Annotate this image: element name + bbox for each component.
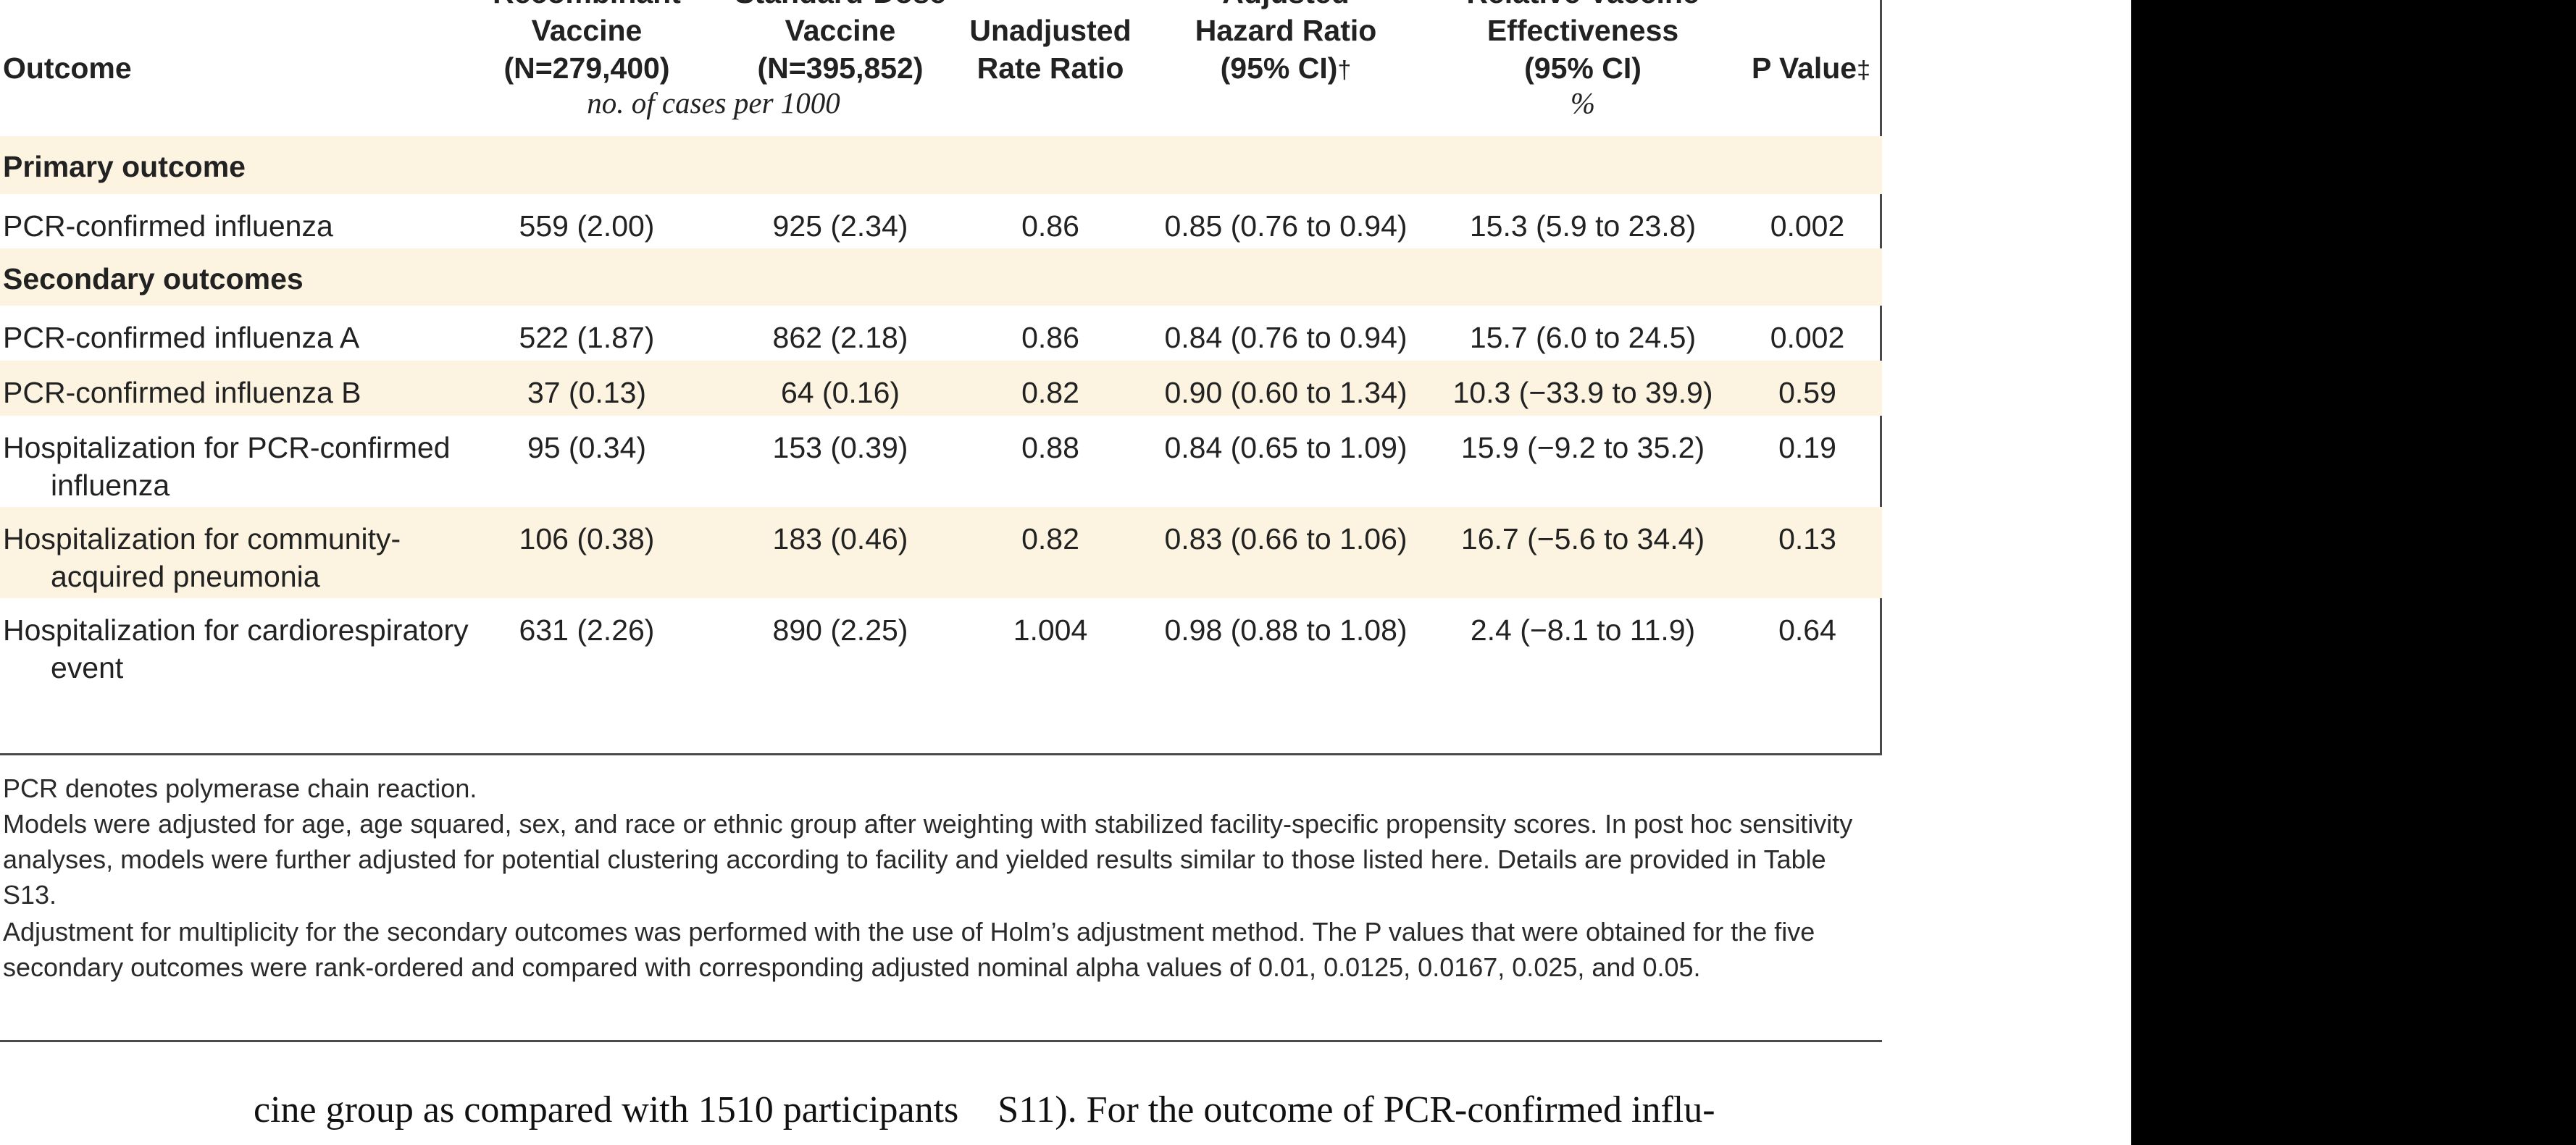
- cell-adjusted-hazard-ratio: 0.90 (0.60 to 1.34): [1164, 376, 1408, 409]
- cell-adjusted-hazard-ratio: 0.83 (0.66 to 1.06): [1164, 522, 1408, 555]
- cell-p-value: 0.59: [1778, 376, 1836, 409]
- cell-unadjusted-rate-ratio: 0.86: [1021, 209, 1079, 243]
- cell-outcome: Hospitalization for community-acquired p…: [3, 522, 401, 593]
- cell-relative-vaccine-effectiveness: 16.7 (−5.6 to 34.4): [1460, 522, 1705, 555]
- header-recombinant-vaccine: Recombinant Vaccine (N=279,400): [493, 0, 681, 85]
- header-adjusted-hazard-ratio: Adjusted Hazard Ratio (95% CI)†: [1195, 0, 1377, 85]
- cell-standard-dose: 64 (0.16): [780, 376, 900, 409]
- cell-adjusted-hazard-ratio: 0.98 (0.88 to 1.08): [1164, 613, 1408, 647]
- cell-adjusted-hazard-ratio: 0.84 (0.65 to 1.09): [1164, 431, 1408, 464]
- unit-cases-per-1000: no. of cases per 1000: [587, 86, 840, 119]
- cell-p-value: 0.64: [1778, 613, 1836, 647]
- cell-relative-vaccine-effectiveness: 15.9 (−9.2 to 35.2): [1460, 431, 1705, 464]
- cell-p-value: 0.13: [1778, 522, 1836, 555]
- cell-standard-dose: 862 (2.18): [772, 321, 908, 354]
- cell-outcome: PCR-confirmed influenza A: [3, 321, 360, 354]
- double-dagger-footnote-mark: ‡: [1857, 56, 1871, 84]
- table-row: PCR-confirmed influenza A 522 (1.87) 862…: [0, 306, 1882, 361]
- cell-unadjusted-rate-ratio: 0.82: [1021, 522, 1079, 555]
- cell-recombinant: 522 (1.87): [519, 321, 655, 354]
- cell-relative-vaccine-effectiveness: 10.3 (−33.9 to 39.9): [1452, 376, 1713, 409]
- table-row: PCR-confirmed influenza 559 (2.00) 925 (…: [0, 194, 1882, 248]
- results-table: Outcome Recombinant Vaccine (N=279,400) …: [0, 0, 1882, 755]
- article-body-text: cine group as compared with 1510 partici…: [254, 1088, 1715, 1133]
- cell-adjusted-hazard-ratio: 0.84 (0.76 to 0.94): [1164, 321, 1408, 354]
- footnote-abbreviation: PCR denotes polymerase chain reaction.: [3, 773, 477, 803]
- body-text-left-column: cine group as compared with 1510 partici…: [254, 1089, 959, 1131]
- cell-p-value: 0.002: [1770, 321, 1845, 354]
- cell-p-value: 0.19: [1778, 431, 1836, 464]
- section-header-primary: Primary outcome: [0, 136, 1882, 194]
- cell-unadjusted-rate-ratio: 0.86: [1021, 321, 1079, 354]
- header-relative-vaccine-effectiveness: Relative Vaccine Effectiveness (95% CI): [1466, 0, 1699, 85]
- section-header-secondary: Secondary outcomes: [0, 248, 1882, 306]
- header-standard-dose-vaccine: Standard-Dose Vaccine (N=395,852): [735, 0, 946, 85]
- footnote-multiplicity: Adjustment for multiplicity for the seco…: [3, 917, 1815, 982]
- table-row: Hospitalization for cardiorespiratory ev…: [0, 598, 1882, 692]
- cell-unadjusted-rate-ratio: 1.004: [1013, 613, 1088, 647]
- section-title: Secondary outcomes: [3, 262, 304, 295]
- cell-relative-vaccine-effectiveness: 15.7 (6.0 to 24.5): [1469, 321, 1697, 354]
- cell-adjusted-hazard-ratio: 0.85 (0.76 to 0.94): [1164, 209, 1408, 243]
- body-text-right-column: S11). For the outcome of PCR-confirmed i…: [998, 1089, 1715, 1131]
- cell-recombinant: 559 (2.00): [519, 209, 655, 243]
- cell-outcome: Hospitalization for PCR-confirmed influe…: [3, 431, 451, 502]
- table-bottom-rule: [0, 1040, 1882, 1042]
- header-unadjusted-rate-ratio: Unadjusted Rate Ratio: [969, 14, 1132, 85]
- table-row: Hospitalization for PCR-confirmed influe…: [0, 416, 1882, 507]
- cell-relative-vaccine-effectiveness: 2.4 (−8.1 to 11.9): [1470, 613, 1696, 647]
- cell-standard-dose: 183 (0.46): [772, 522, 908, 555]
- dagger-footnote-mark: †: [1337, 56, 1352, 84]
- cell-outcome: PCR-confirmed influenza: [3, 209, 333, 243]
- cell-standard-dose: 925 (2.34): [772, 209, 908, 243]
- table-row: Hospitalization for community-acquired p…: [0, 507, 1882, 598]
- cell-unadjusted-rate-ratio: 0.82: [1021, 376, 1079, 409]
- unit-percent: %: [1570, 86, 1596, 119]
- cell-relative-vaccine-effectiveness: 15.3 (5.9 to 23.8): [1469, 209, 1697, 243]
- header-p-value: P Value‡: [1751, 51, 1871, 85]
- cell-recombinant: 106 (0.38): [519, 522, 655, 555]
- section-title: Primary outcome: [3, 150, 246, 183]
- cell-recombinant: 631 (2.26): [519, 613, 655, 647]
- footnote-model-adjustment: Models were adjusted for age, age square…: [3, 809, 1853, 910]
- cell-recombinant: 37 (0.13): [527, 376, 647, 409]
- cell-p-value: 0.002: [1770, 209, 1845, 243]
- document-page: Outcome Recombinant Vaccine (N=279,400) …: [0, 0, 2131, 1145]
- cell-standard-dose: 890 (2.25): [772, 613, 908, 647]
- cell-outcome: PCR-confirmed influenza B: [3, 376, 361, 409]
- header-outcome: Outcome: [3, 51, 132, 85]
- table-row: PCR-confirmed influenza B 37 (0.13) 64 (…: [0, 361, 1882, 416]
- cell-standard-dose: 153 (0.39): [772, 431, 908, 464]
- cell-outcome: Hospitalization for cardiorespiratory ev…: [3, 613, 469, 684]
- cell-recombinant: 95 (0.34): [527, 431, 647, 464]
- cell-unadjusted-rate-ratio: 0.88: [1021, 431, 1079, 464]
